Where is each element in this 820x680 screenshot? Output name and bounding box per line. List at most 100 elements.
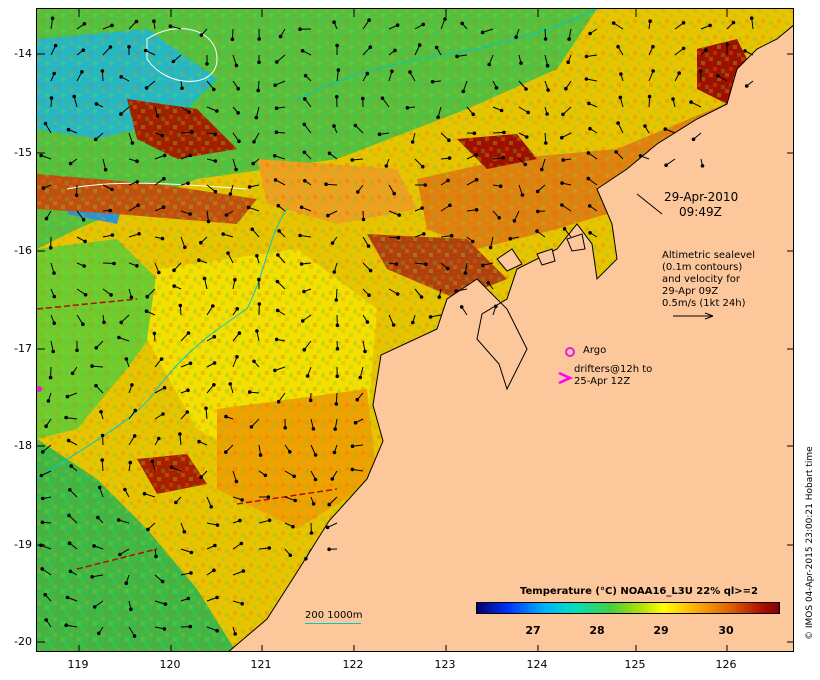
velocity-arrow-head	[252, 140, 256, 144]
velocity-arrow-head	[336, 68, 341, 72]
velocity-arrow-head	[213, 159, 218, 163]
velocity-arrow	[227, 252, 234, 264]
velocity-arrow-head	[311, 427, 316, 431]
velocity-arrow-head	[256, 88, 260, 93]
velocity-arrow-head	[188, 153, 193, 158]
velocity-arrow-head	[221, 232, 225, 236]
velocity-arrow-head	[449, 233, 454, 238]
velocity-arrow	[513, 210, 520, 222]
velocity-arrow-head	[233, 278, 237, 282]
velocity-arrow-head	[367, 18, 371, 22]
velocity-arrow-head	[410, 140, 415, 144]
velocity-arrow-head	[178, 303, 183, 308]
velocity-arrow-head	[197, 258, 201, 262]
velocity-arrow	[232, 470, 237, 482]
velocity-arrow-head	[408, 70, 412, 74]
velocity-arrow-head	[303, 73, 308, 78]
velocity-arrow	[232, 54, 237, 66]
velocity-arrow-head	[423, 183, 428, 187]
velocity-arrow-head	[535, 229, 539, 233]
velocity-arrow-head	[133, 408, 138, 413]
velocity-arrow-head	[136, 203, 140, 208]
velocity-arrow-head	[172, 268, 176, 273]
velocity-arrow-head	[68, 161, 73, 166]
velocity-arrow-head	[43, 592, 47, 597]
velocity-arrow-head	[130, 383, 134, 387]
velocity-arrow	[232, 158, 237, 170]
velocity-arrow-head	[486, 281, 491, 285]
velocity-arrow-head	[90, 364, 94, 368]
velocity-arrow-head	[124, 581, 129, 586]
velocity-arrow-head	[213, 189, 218, 194]
velocity-arrow-head	[367, 293, 371, 298]
sealevel-legend-line: 29-Apr 09Z	[662, 286, 719, 297]
velocity-arrow-head	[334, 95, 339, 99]
velocity-arrow-head	[155, 114, 160, 118]
velocity-arrow-head	[274, 130, 279, 134]
velocity-arrow-head	[545, 63, 550, 68]
velocity-arrow-head	[303, 97, 307, 101]
velocity-arrow-head	[417, 43, 422, 47]
velocity-arrow-head	[461, 89, 466, 94]
velocity-arrow-head	[497, 216, 502, 220]
velocity-arrow-head	[235, 355, 239, 359]
depth-contour-label: 200 1000m	[305, 610, 363, 621]
velocity-arrow-head	[273, 83, 277, 87]
velocity-arrow-head	[39, 153, 43, 158]
velocity-arrow-head	[40, 567, 44, 571]
velocity-arrow	[76, 210, 84, 221]
velocity-arrow-head	[213, 543, 217, 548]
lat-label: -16	[14, 244, 32, 257]
velocity-arrow-head	[430, 79, 435, 84]
velocity-arrow-head	[350, 467, 355, 472]
velocity-arrow-head	[536, 209, 540, 214]
velocity-arrow-head	[361, 217, 366, 222]
velocity-arrow-head	[257, 277, 261, 282]
velocity-arrow	[303, 124, 312, 134]
velocity-arrow-head	[186, 596, 191, 601]
velocity-arrow	[462, 80, 468, 92]
velocity-arrow-head	[83, 292, 88, 297]
velocity-arrow-head	[332, 450, 337, 455]
velocity-arrow-head	[587, 204, 592, 208]
velocity-arrow-head	[93, 137, 98, 142]
velocity-arrow-head	[68, 569, 73, 574]
velocity-arrow-head	[247, 390, 252, 394]
land-mass	[228, 25, 793, 651]
velocity-arrow-head	[64, 415, 68, 420]
velocity-arrow	[751, 18, 754, 30]
velocity-arrow-head	[40, 450, 45, 454]
velocity-arrow-head	[159, 357, 164, 361]
velocity-arrow-head	[671, 97, 675, 101]
velocity-arrow-head	[188, 212, 192, 216]
velocity-arrow-head	[146, 527, 150, 532]
velocity-arrow-head	[44, 424, 48, 429]
velocity-arrow-head	[182, 529, 187, 534]
velocity-arrow-head	[162, 176, 166, 181]
velocity-arrow-head	[311, 502, 316, 506]
velocity-arrow	[92, 365, 104, 368]
velocity-arrow-head	[421, 164, 425, 169]
coast-islands	[496, 233, 586, 272]
velocity-arrow-head	[353, 123, 358, 128]
velocity-arrow-head	[267, 518, 272, 523]
velocity-arrow-head	[124, 357, 129, 361]
velocity-arrow-head	[725, 42, 730, 46]
velocity-arrow-head	[361, 96, 365, 101]
velocity-arrow-head	[514, 35, 518, 40]
velocity-arrow-head	[327, 547, 331, 552]
velocity-arrow-head	[189, 571, 193, 575]
velocity-arrow	[541, 158, 546, 170]
velocity-arrow-head	[255, 254, 259, 258]
velocity-arrow-head	[303, 178, 307, 183]
credit-text: © IMOS 04-Apr-2015 23:00:21 Hobart time	[805, 446, 815, 640]
velocity-arrow-head	[230, 37, 235, 42]
velocity-arrow-head	[460, 21, 465, 26]
velocity-arrow-head	[437, 295, 442, 299]
velocity-arrow-head	[178, 432, 182, 436]
velocity-arrow-head	[494, 86, 499, 90]
velocity-arrow-head	[75, 348, 79, 353]
date-pointer	[636, 193, 663, 215]
velocity-arrow-head	[394, 262, 399, 266]
velocity-arrow-head	[313, 453, 318, 457]
